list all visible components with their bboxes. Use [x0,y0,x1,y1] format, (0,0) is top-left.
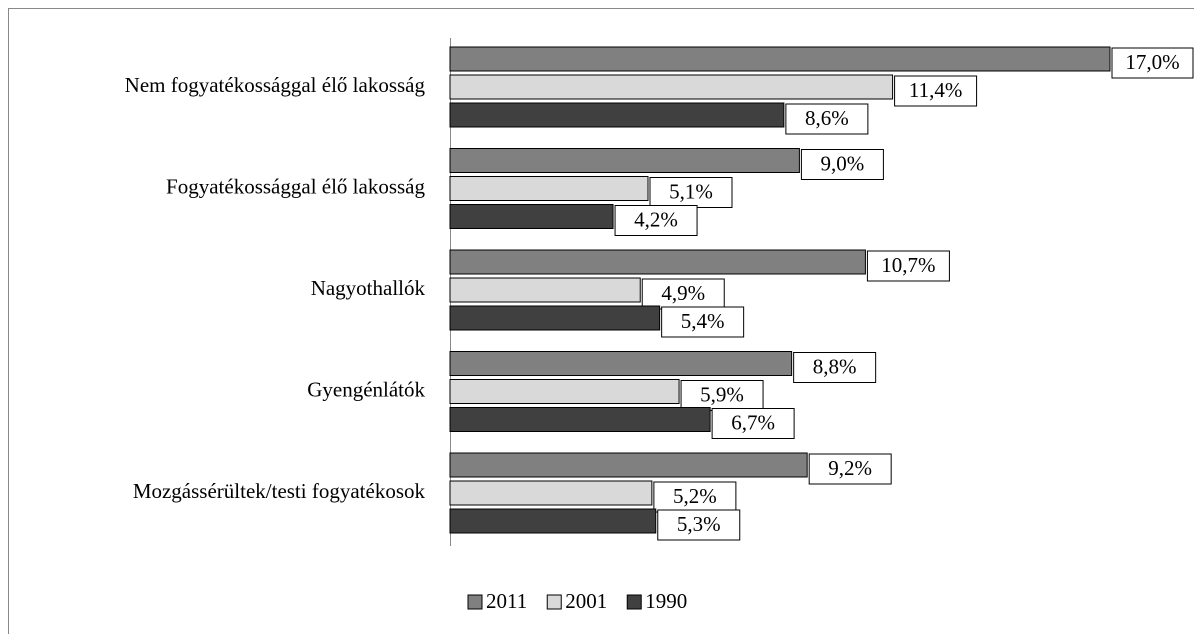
category-label: Fogyatékossággal élő lakosság [166,174,425,198]
value-label-box [793,352,877,383]
value-label-box [657,509,741,541]
value-label-box [1111,47,1194,79]
category-label: Mozgássérültek/testi fogyatékosok [133,479,426,503]
value-label-box [661,306,745,338]
category-label: Nagyothallók [311,276,426,300]
value-label: 5,3% [677,512,721,536]
value-label: 8,8% [813,354,857,378]
bar [449,508,657,534]
value-label: 6,7% [731,410,775,434]
bar [449,249,866,275]
value-label: 5,2% [673,484,717,508]
bar [449,277,641,303]
legend-swatch [546,594,562,610]
bar [449,480,653,506]
value-label-box [808,453,892,485]
bar [449,148,800,173]
value-label-box [785,103,869,135]
value-label-box [894,75,978,107]
bar [449,379,680,404]
bar [449,102,785,128]
value-label: 8,6% [805,106,849,130]
legend-swatch [467,594,483,610]
value-label-box [711,408,795,439]
value-label: 4,2% [634,207,678,231]
value-label: 5,1% [669,179,713,203]
bar [449,452,808,478]
legend-label: 2001 [565,589,607,613]
value-label-box [653,481,737,513]
category-label: Nem fogyatékossággal élő lakosság [125,73,426,97]
value-label: 9,0% [821,151,865,175]
value-label: 5,4% [681,309,725,333]
value-label: 10,7% [881,253,935,277]
bar [449,176,649,201]
value-label: 17,0% [1125,50,1179,74]
bar [449,204,614,229]
value-label-box [800,149,884,180]
value-label: 9,2% [828,456,872,480]
legend-label: 2011 [486,589,527,613]
value-label: 5,9% [700,382,744,406]
value-label: 11,4% [909,78,962,102]
legend-label: 1990 [645,589,687,613]
bar [449,74,894,100]
category-label: Gyengénlátók [307,377,425,401]
bar [449,46,1111,72]
legend-swatch [626,594,642,610]
value-label: 4,9% [661,281,705,305]
bar [449,407,711,432]
bar [449,305,661,331]
bar [449,351,793,376]
value-label-box [641,278,725,310]
value-label-box [614,205,698,236]
value-label-box [866,250,950,282]
